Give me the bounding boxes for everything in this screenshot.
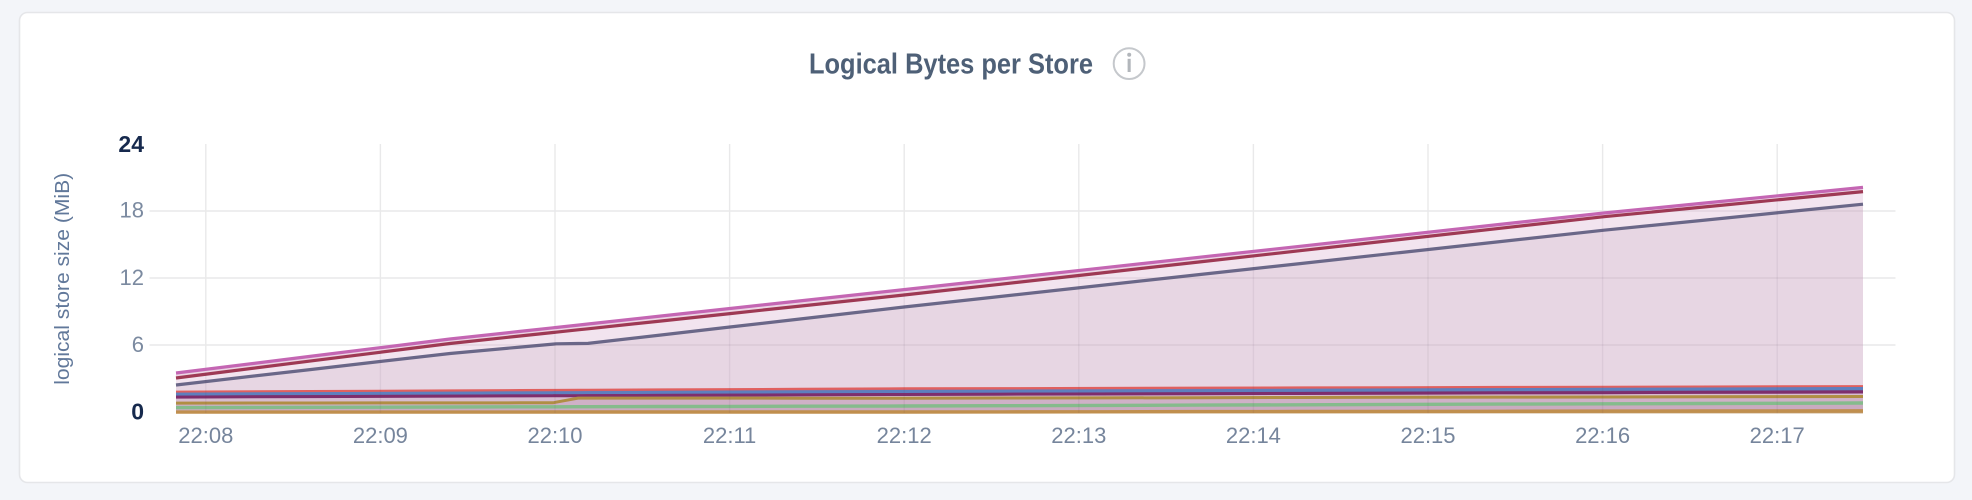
svg-text:22:08: 22:08 — [178, 423, 233, 448]
svg-text:22:17: 22:17 — [1750, 423, 1805, 448]
svg-text:22:12: 22:12 — [877, 423, 932, 448]
svg-text:6: 6 — [132, 332, 144, 357]
svg-text:22:13: 22:13 — [1051, 423, 1106, 448]
svg-text:12: 12 — [120, 265, 144, 290]
svg-text:logical store size (MiB): logical store size (MiB) — [52, 173, 74, 385]
svg-text:22:09: 22:09 — [353, 423, 408, 448]
svg-text:22:16: 22:16 — [1575, 423, 1630, 448]
svg-text:24: 24 — [118, 131, 144, 157]
svg-text:Logical Bytes per Store: Logical Bytes per Store — [809, 49, 1093, 81]
svg-text:18: 18 — [120, 198, 144, 223]
svg-text:22:10: 22:10 — [527, 423, 582, 448]
svg-text:0: 0 — [131, 399, 144, 425]
svg-text:22:15: 22:15 — [1400, 423, 1455, 448]
svg-text:22:11: 22:11 — [703, 423, 756, 448]
svg-text:22:14: 22:14 — [1226, 423, 1281, 448]
